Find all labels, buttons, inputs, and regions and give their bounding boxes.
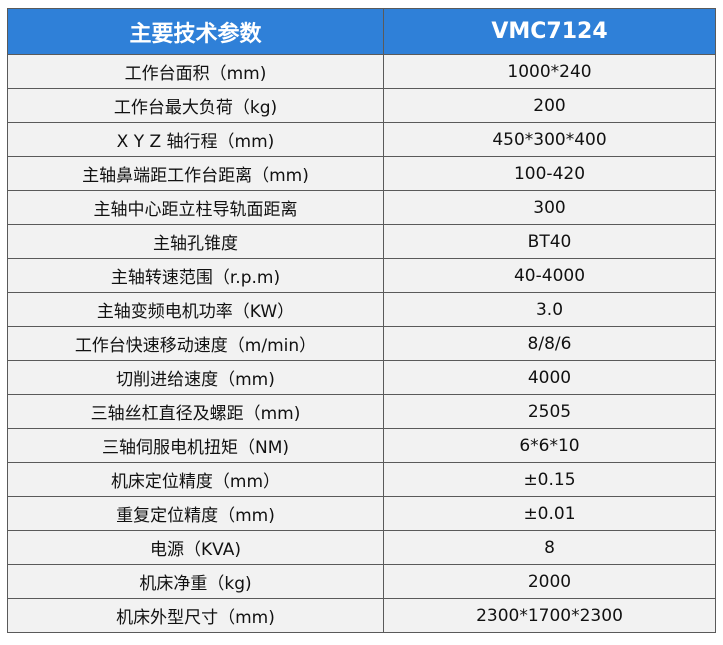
param-name: 机床外型尺寸（mm) <box>7 598 384 633</box>
param-name: 三轴丝杠直径及螺距（mm) <box>7 394 384 429</box>
table-row: 工作台面积（mm) 1000*240 <box>7 54 716 89</box>
header-cell: VMC7124 <box>383 8 716 55</box>
param-value: 450*300*400 <box>383 122 716 157</box>
header-row: 主要技术参数 VMC7124 <box>7 8 716 55</box>
param-name: 三轴伺服电机扭矩（NM) <box>7 428 384 463</box>
table-row: 机床外型尺寸（mm) 2300*1700*2300 <box>7 598 716 633</box>
table-row: 电源（KVA) 8 <box>7 530 716 565</box>
param-value: 2505 <box>383 394 716 429</box>
param-value: 300 <box>383 190 716 225</box>
header-cell: 主要技术参数 <box>7 8 384 55</box>
table-row: 主轴中心距立柱导轨面距离 300 <box>7 190 716 225</box>
param-value: 3.0 <box>383 292 716 327</box>
param-value: 200 <box>383 88 716 123</box>
table-body: 工作台面积（mm) 1000*240 工作台最大负荷（kg) 200 X Y Z 轴行程… <box>7 54 716 633</box>
table-row: 重复定位精度（mm) ±0.01 <box>7 496 716 531</box>
param-name: 重复定位精度（mm) <box>7 496 384 531</box>
table-row: 三轴丝杠直径及螺距（mm) 2505 <box>7 394 716 429</box>
table-row: 工作台最大负荷（kg) 200 <box>7 88 716 123</box>
param-value: 4000 <box>383 360 716 395</box>
param-value: 6*6*10 <box>383 428 716 463</box>
table-row: X Y Z 轴行程（mm) 450*300*400 <box>7 122 716 157</box>
param-name: 主轴转速范围（r.p.m) <box>7 258 384 293</box>
table-row: 机床定位精度（mm） ±0.15 <box>7 462 716 497</box>
table-row: 主轴转速范围（r.p.m) 40-4000 <box>7 258 716 293</box>
param-name: 机床净重（kg) <box>7 564 384 599</box>
param-name: 主轴孔锥度 <box>7 224 384 259</box>
param-name: 电源（KVA) <box>7 530 384 565</box>
table-row: 主轴孔锥度 BT40 <box>7 224 716 259</box>
table-row: 主轴鼻端距工作台距离（mm) 100-420 <box>7 156 716 191</box>
param-name: 主轴变频电机功率（KW） <box>7 292 384 327</box>
param-value: BT40 <box>383 224 716 259</box>
param-name: 切削进给速度（mm) <box>7 360 384 395</box>
param-value: 8/8/6 <box>383 326 716 361</box>
table-row: 工作台快速移动速度（m/min） 8/8/6 <box>7 326 716 361</box>
param-value: ±0.15 <box>383 462 716 497</box>
param-name: 工作台面积（mm) <box>7 54 384 89</box>
spec-table: 主要技术参数 VMC7124 工作台面积（mm) 1000*240 工作台最大负荷（… <box>7 8 716 633</box>
param-name: 主轴中心距立柱导轨面距离 <box>7 190 384 225</box>
param-value: 2000 <box>383 564 716 599</box>
table-row: 切削进给速度（mm) 4000 <box>7 360 716 395</box>
param-name: X Y Z 轴行程（mm) <box>7 122 384 157</box>
param-value: ±0.01 <box>383 496 716 531</box>
param-value: 2300*1700*2300 <box>383 598 716 633</box>
table-row: 机床净重（kg) 2000 <box>7 564 716 599</box>
param-value: 100-420 <box>383 156 716 191</box>
table-row: 主轴变频电机功率（KW） 3.0 <box>7 292 716 327</box>
param-name: 工作台最大负荷（kg) <box>7 88 384 123</box>
table-row: 三轴伺服电机扭矩（NM) 6*6*10 <box>7 428 716 463</box>
param-value: 1000*240 <box>383 54 716 89</box>
param-name: 工作台快速移动速度（m/min） <box>7 326 384 361</box>
param-name: 机床定位精度（mm） <box>7 462 384 497</box>
param-name: 主轴鼻端距工作台距离（mm) <box>7 156 384 191</box>
param-value: 40-4000 <box>383 258 716 293</box>
param-value: 8 <box>383 530 716 565</box>
